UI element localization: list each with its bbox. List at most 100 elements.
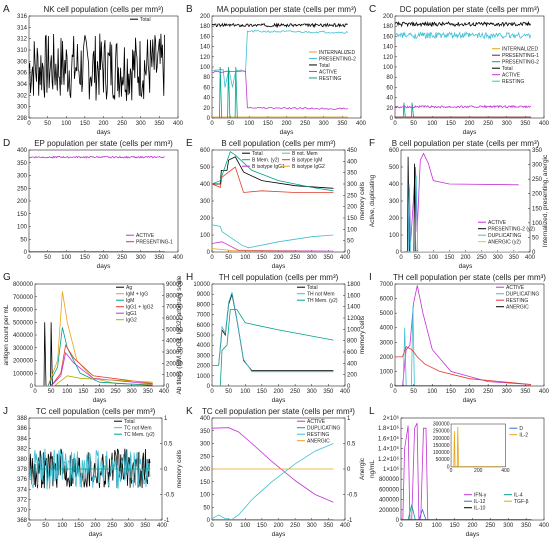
y-tick-label: 0 <box>207 518 211 524</box>
x-axis-label: days <box>89 531 103 538</box>
y-tick-label: 40 <box>203 96 210 102</box>
y2-axis-label: memory cells <box>176 449 183 488</box>
y2-axis-label: memory cells <box>359 181 366 220</box>
x-tick-label: 0 <box>27 121 31 127</box>
y-tick-label: 350 <box>200 429 211 435</box>
inset-y-tick-label: 0 <box>447 464 450 470</box>
y-tick-label: 200000 <box>13 359 34 365</box>
x-tick-label: 350 <box>509 255 520 261</box>
chart-panel-h: H TH cell population (cells per mm³) 0 50 10… <box>184 270 367 404</box>
x-tick-label: 400 <box>173 121 184 127</box>
legend-label: RESTING <box>506 298 528 304</box>
series-line-igg2 <box>35 375 153 386</box>
legend-label: PRESENTING-2 <box>319 56 356 62</box>
chart-svg-k: K TC cell population per state (cells per… <box>186 406 366 538</box>
y2-tick-label: 70000 <box>166 305 183 311</box>
y-tick-label: 20 <box>386 106 393 112</box>
x-tick-label: 200 <box>464 389 475 395</box>
y2-tick-label: 400 <box>347 159 358 165</box>
y-tick-label: 384 <box>17 436 28 442</box>
legend-label: INTERNALIZED <box>502 47 539 53</box>
y-tick-label: 0 <box>207 250 211 256</box>
plot-frame <box>28 149 179 253</box>
x-tick-label: 400 <box>340 255 351 261</box>
x-tick-label: 300 <box>307 523 318 529</box>
x-tick-label: 250 <box>290 255 301 261</box>
y-tick-label: 50 <box>203 505 210 511</box>
y-tick-label: 368 <box>17 518 28 524</box>
y2-tick-label: 90000 <box>166 282 183 288</box>
y-tick-label: 100 <box>200 233 211 239</box>
x-tick-label: 250 <box>111 389 122 395</box>
y2-tick-label: 10000 <box>166 373 183 379</box>
y2-tick-label: 20000 <box>166 361 183 367</box>
legend-label: ACTIVE <box>488 220 507 226</box>
x-axis-label: days <box>272 263 286 270</box>
x-tick-label: 300 <box>136 121 147 127</box>
legend-label: IL-4 <box>514 493 523 499</box>
chart-panel-f: F B cell population per state (cells per … <box>367 136 550 270</box>
series-line-active <box>212 70 349 110</box>
x-tick-label: 50 <box>42 523 49 529</box>
y-tick-label: 0 <box>24 250 28 256</box>
chart-svg-c: C DC population per state (cells per mm³)… <box>369 4 550 136</box>
x-tick-label: 100 <box>427 121 438 127</box>
series-line-active <box>395 104 531 109</box>
x-tick-label: 250 <box>290 523 301 529</box>
y2-tick-label: -1 <box>347 518 353 524</box>
y2-tick-label: 800 <box>347 339 358 345</box>
y2-tick-label: 1600 <box>347 293 361 299</box>
y-tick-label: 1.8×10⁶ <box>378 425 400 432</box>
legend-label: RESTING <box>502 79 524 85</box>
x-tick-label: 0 <box>399 523 403 529</box>
legend: INTERNALIZEDPRESENTING-2TotalACTIVERESTI… <box>309 50 356 82</box>
legend-label: Ag <box>126 285 132 291</box>
y2-tick-label: 300 <box>347 182 358 188</box>
y-tick-label: 200 <box>200 14 211 20</box>
panel-letter: I <box>369 272 372 283</box>
legend-label: B isotype IgM <box>292 158 322 164</box>
y-tick-label: 150 <box>200 480 211 486</box>
inset-legend-label: D <box>519 426 523 432</box>
x-tick-label: 350 <box>154 121 165 127</box>
y-tick-label: 5000 <box>380 311 394 317</box>
panel-title: EP population per state (cells per mm³) <box>34 139 173 148</box>
y2-tick-label: 80000 <box>166 293 183 299</box>
y-tick-label: 500000 <box>13 320 34 326</box>
y-tick-label: 0 <box>396 250 400 256</box>
y-tick-label: 180 <box>200 24 211 30</box>
y-tick-label: 304 <box>17 82 28 88</box>
y-tick-label: 8000 <box>197 302 211 308</box>
y-tick-label: 100 <box>383 65 394 71</box>
panel-letter: J <box>3 406 8 417</box>
y2-tick-label: 60000 <box>166 316 183 322</box>
chart-svg-e: E B cell population (cells per mm³) 0 50 100… <box>186 138 366 270</box>
legend-label: ACTIVE <box>506 285 525 291</box>
x-tick-label: 150 <box>450 523 461 529</box>
x-tick-label: 300 <box>502 121 513 127</box>
y-tick-label: 250 <box>200 454 211 460</box>
y-tick-label: 380 <box>17 457 28 463</box>
panel-title: TH cell population per state (cells per … <box>393 273 546 282</box>
y-tick-label: 700000 <box>13 295 34 301</box>
x-tick-label: 0 <box>33 389 37 395</box>
y-tick-label: 140 <box>383 45 394 51</box>
y-tick-label: 7000 <box>380 282 394 288</box>
x-tick-label: 100 <box>432 523 443 529</box>
x-tick-label: 50 <box>44 255 51 261</box>
y2-tick-label: 50000 <box>166 327 183 333</box>
x-tick-label: 300 <box>124 523 135 529</box>
inset-legend-label: IL-2 <box>519 433 528 439</box>
chart-panel-e: E B cell population (cells per mm³) 0 50 100… <box>184 136 367 270</box>
series-line-resting <box>395 31 531 40</box>
x-tick-label: 0 <box>210 523 214 529</box>
y2-tick-label: -0.5 <box>347 493 358 499</box>
y2-tick-label: 30000 <box>166 350 183 356</box>
y2-tick-label: 40000 <box>166 339 183 345</box>
legend-label: ACTIVE <box>319 69 338 75</box>
y-tick-label: 160 <box>200 34 211 40</box>
y-tick-label: 1.2×10⁶ <box>378 456 400 463</box>
y-tick-label: 40 <box>386 96 393 102</box>
